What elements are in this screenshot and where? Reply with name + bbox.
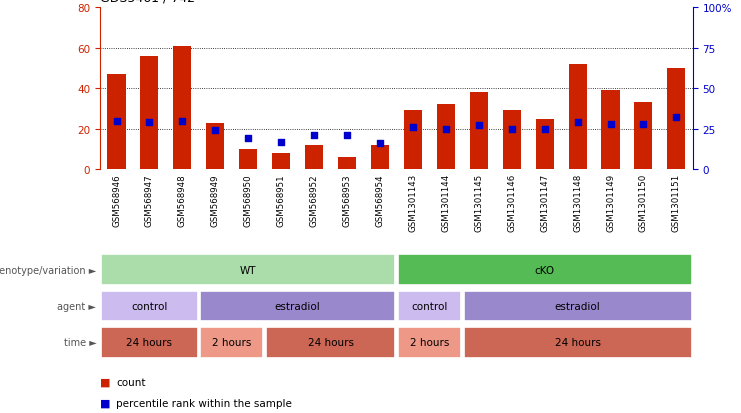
Bar <box>338 158 356 170</box>
Point <box>571 120 583 126</box>
Text: 2 hours: 2 hours <box>410 337 449 348</box>
Bar <box>634 103 653 170</box>
Bar <box>502 111 521 170</box>
Text: control: control <box>411 301 448 311</box>
Text: GSM568947: GSM568947 <box>145 174 154 226</box>
Bar <box>568 65 587 170</box>
Text: GSM1301145: GSM1301145 <box>474 174 483 232</box>
Text: genotype/variation ►: genotype/variation ► <box>0 265 96 275</box>
Text: GSM568946: GSM568946 <box>112 174 121 226</box>
Bar <box>272 154 290 170</box>
Point <box>506 126 518 133</box>
Text: count: count <box>116 377 146 387</box>
Text: GSM1301146: GSM1301146 <box>507 174 516 232</box>
Bar <box>200 328 263 358</box>
Text: GSM1301147: GSM1301147 <box>540 174 549 232</box>
Text: 24 hours: 24 hours <box>127 337 173 348</box>
Bar <box>436 105 455 170</box>
Bar <box>102 328 198 358</box>
Point <box>176 118 188 125</box>
Bar <box>404 111 422 170</box>
Bar <box>398 255 691 285</box>
Text: GSM1301143: GSM1301143 <box>408 174 417 232</box>
Text: ■: ■ <box>100 398 110 408</box>
Text: GSM568953: GSM568953 <box>342 174 351 226</box>
Text: GSM1301149: GSM1301149 <box>606 174 615 232</box>
Text: 24 hours: 24 hours <box>554 337 600 348</box>
Text: 24 hours: 24 hours <box>308 337 353 348</box>
Bar <box>602 91 619 170</box>
Text: GSM568951: GSM568951 <box>276 174 286 226</box>
Bar <box>266 328 395 358</box>
Bar <box>206 123 225 170</box>
Text: GSM568952: GSM568952 <box>310 174 319 226</box>
Text: GSM1301150: GSM1301150 <box>639 174 648 232</box>
Bar <box>464 328 691 358</box>
Text: GSM1301151: GSM1301151 <box>672 174 681 232</box>
Bar <box>239 150 257 170</box>
Text: GDS5461 / 742: GDS5461 / 742 <box>100 0 195 4</box>
Bar <box>305 145 323 170</box>
Point <box>341 133 353 139</box>
Bar <box>140 57 159 170</box>
Bar <box>200 291 395 321</box>
Text: 2 hours: 2 hours <box>212 337 251 348</box>
Point <box>407 124 419 131</box>
Point <box>605 121 617 128</box>
Bar <box>470 93 488 170</box>
Bar <box>102 291 198 321</box>
Text: GSM568954: GSM568954 <box>376 174 385 226</box>
Text: WT: WT <box>240 265 256 275</box>
Bar <box>107 75 125 170</box>
Point <box>440 126 452 133</box>
Point <box>210 128 222 134</box>
Text: GSM1301148: GSM1301148 <box>573 174 582 232</box>
Text: control: control <box>131 301 167 311</box>
Bar <box>668 69 685 170</box>
Point <box>242 136 254 142</box>
Text: estradiol: estradiol <box>275 301 321 311</box>
Text: ■: ■ <box>100 377 110 387</box>
Text: GSM568948: GSM568948 <box>178 174 187 226</box>
Text: GSM1301144: GSM1301144 <box>442 174 451 232</box>
Bar <box>102 255 395 285</box>
Point <box>374 140 386 147</box>
Point <box>473 123 485 129</box>
Bar <box>536 119 554 170</box>
Text: cKO: cKO <box>534 265 555 275</box>
Point <box>144 120 156 126</box>
Text: agent ►: agent ► <box>58 301 96 311</box>
Bar <box>464 291 691 321</box>
Text: percentile rank within the sample: percentile rank within the sample <box>116 398 292 408</box>
Bar <box>398 291 461 321</box>
Text: GSM568950: GSM568950 <box>244 174 253 226</box>
Point <box>275 139 287 146</box>
Point <box>637 121 649 128</box>
Point <box>671 115 682 121</box>
Point <box>110 118 122 125</box>
Text: estradiol: estradiol <box>555 301 600 311</box>
Bar <box>398 328 461 358</box>
Point <box>308 133 320 139</box>
Bar <box>371 145 389 170</box>
Bar <box>173 47 191 170</box>
Text: time ►: time ► <box>64 337 96 348</box>
Text: GSM568949: GSM568949 <box>210 174 220 226</box>
Point <box>539 126 551 133</box>
